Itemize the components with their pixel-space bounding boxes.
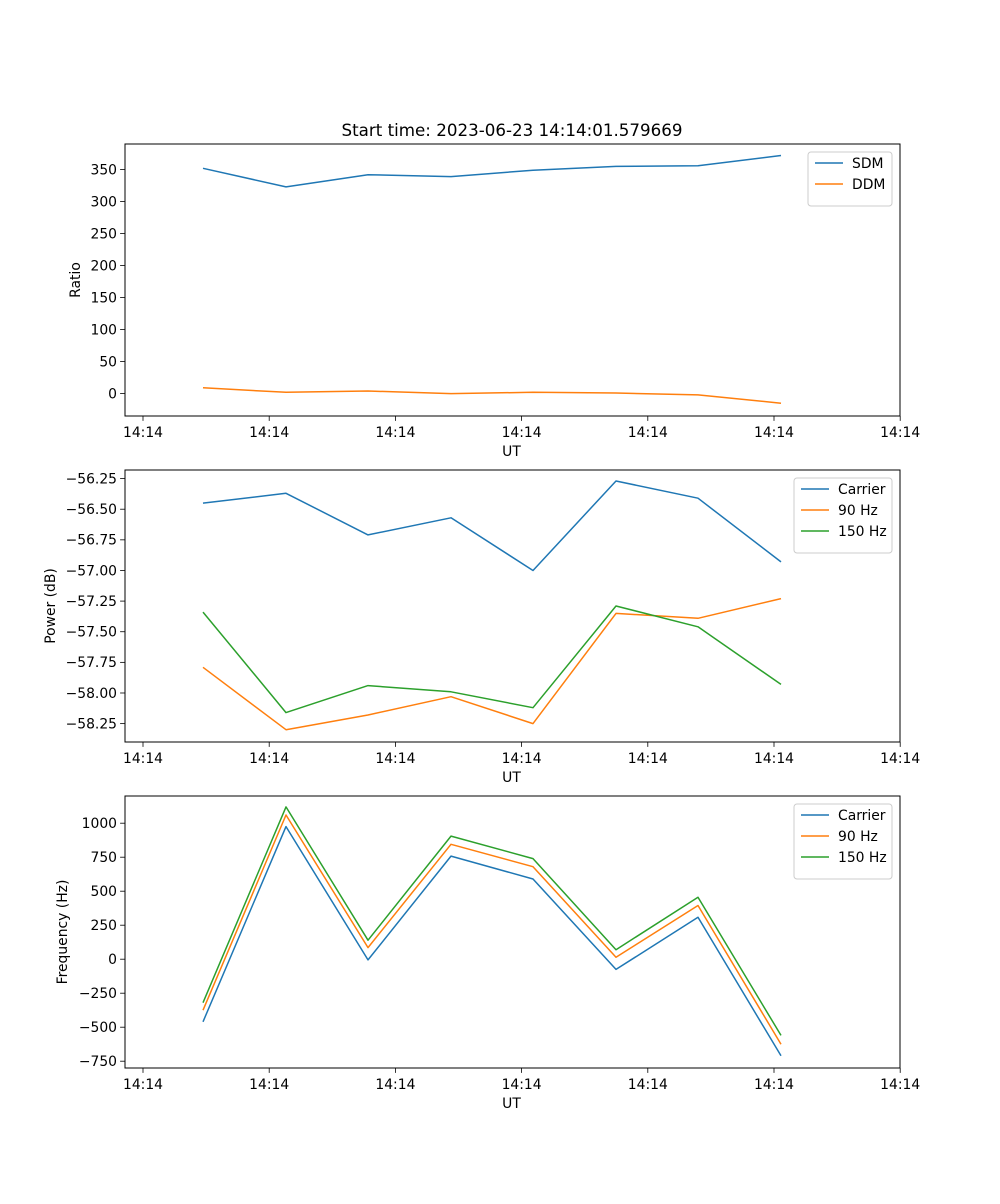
legend: Carrier 90 Hz 150 Hz bbox=[793, 477, 893, 554]
y-tick-label: 250 bbox=[90, 918, 117, 934]
y-tick-label: −56.25 bbox=[66, 471, 117, 487]
x-axis-label: UT bbox=[502, 1096, 521, 1112]
x-tick-label: 14:14 bbox=[123, 425, 163, 441]
x-tick-label: 14:14 bbox=[754, 751, 794, 767]
series-line-sdm bbox=[202, 154, 782, 188]
legend-label: Carrier bbox=[838, 808, 886, 824]
ratio-chart: 0 50 100 150 200 250 300 350 14:14 14:14 14:14 14:1… bbox=[68, 143, 920, 460]
y-tick-label: 0 bbox=[108, 386, 117, 402]
series-line-90-hz bbox=[202, 597, 782, 731]
y-axis-label: Power (dB) bbox=[43, 568, 59, 644]
x-tick-label: 14:14 bbox=[375, 1077, 415, 1093]
series-line-150-hz bbox=[202, 806, 782, 1036]
y-tick-label: −57.75 bbox=[66, 655, 117, 671]
x-tick-label: 14:14 bbox=[628, 1077, 668, 1093]
y-tick-label: 0 bbox=[108, 952, 117, 968]
y-tick-label: 200 bbox=[90, 258, 117, 274]
x-axis-label: UT bbox=[502, 770, 521, 786]
legend: SDM DDM bbox=[807, 151, 893, 207]
x-tick-label: 14:14 bbox=[880, 751, 920, 767]
plot-area bbox=[124, 795, 901, 1069]
y-axis-label: Ratio bbox=[68, 262, 84, 298]
y-tick-label: −57.00 bbox=[66, 563, 117, 579]
y-tick-label: 1000 bbox=[82, 816, 117, 832]
y-tick-label: −56.50 bbox=[66, 502, 117, 518]
x-tick-label: 14:14 bbox=[249, 425, 289, 441]
x-tick-label: 14:14 bbox=[249, 751, 289, 767]
x-tick-label: 14:14 bbox=[754, 425, 794, 441]
y-tick-label: −57.50 bbox=[66, 625, 117, 641]
y-tick-label: 300 bbox=[90, 194, 117, 210]
x-tick-label: 14:14 bbox=[249, 1077, 289, 1093]
y-tick-label: 50 bbox=[99, 354, 117, 370]
legend-box bbox=[807, 151, 893, 207]
legend-box bbox=[793, 477, 893, 554]
x-axis-label: UT bbox=[502, 444, 521, 460]
x-tick-label: 14:14 bbox=[123, 751, 163, 767]
series-line-ddm bbox=[202, 387, 782, 404]
x-tick-label: 14:14 bbox=[502, 751, 542, 767]
power-chart: −58.25 −58.00 −57.75 −57.50 −57.25 −57.00 −56.… bbox=[43, 469, 920, 786]
x-tick-label: 14:14 bbox=[628, 425, 668, 441]
legend-label: 150 Hz bbox=[838, 850, 887, 866]
legend-label: 90 Hz bbox=[838, 829, 878, 845]
y-tick-label: 250 bbox=[90, 226, 117, 242]
x-tick-label: 14:14 bbox=[375, 751, 415, 767]
x-tick-label: 14:14 bbox=[502, 425, 542, 441]
x-tick-label: 14:14 bbox=[880, 425, 920, 441]
legend-label: Carrier bbox=[838, 482, 886, 498]
y-tick-label: −750 bbox=[79, 1054, 117, 1070]
y-tick-label: −57.25 bbox=[66, 594, 117, 610]
y-tick-label: 350 bbox=[90, 162, 117, 178]
x-tick-label: 14:14 bbox=[502, 1077, 542, 1093]
x-tick-label: 14:14 bbox=[754, 1077, 794, 1093]
legend-label: 90 Hz bbox=[838, 503, 878, 519]
plot-area bbox=[124, 469, 901, 743]
frequency-chart: −750 −500 −250 0 250 500 750 1000 14:14 14:14 14:1… bbox=[55, 795, 920, 1112]
legend-label: DDM bbox=[852, 177, 885, 193]
figure-title: Start time: 2023-06-23 14:14:01.579669 bbox=[342, 120, 683, 140]
y-tick-label: 500 bbox=[90, 884, 117, 900]
legend: Carrier 90 Hz 150 Hz bbox=[793, 803, 893, 880]
x-tick-label: 14:14 bbox=[628, 751, 668, 767]
series-line-150-hz bbox=[202, 605, 782, 714]
legend-label: SDM bbox=[852, 156, 884, 172]
series-line-carrier bbox=[202, 480, 782, 572]
legend-box bbox=[793, 803, 893, 880]
x-tick-label: 14:14 bbox=[880, 1077, 920, 1093]
y-tick-label: −58.25 bbox=[66, 716, 117, 732]
y-tick-label: −58.00 bbox=[66, 686, 117, 702]
legend-label: 150 Hz bbox=[838, 524, 887, 540]
y-tick-label: 750 bbox=[90, 850, 117, 866]
y-tick-label: −56.75 bbox=[66, 533, 117, 549]
y-tick-label: 100 bbox=[90, 322, 117, 338]
series-line-90-hz bbox=[202, 814, 782, 1045]
y-tick-label: 150 bbox=[90, 290, 117, 306]
plot-area bbox=[124, 143, 901, 417]
x-tick-label: 14:14 bbox=[375, 425, 415, 441]
y-tick-label: −500 bbox=[79, 1020, 117, 1036]
y-axis-label: Frequency (Hz) bbox=[55, 880, 71, 985]
x-tick-label: 14:14 bbox=[123, 1077, 163, 1093]
y-tick-label: −250 bbox=[79, 986, 117, 1002]
series-line-carrier bbox=[202, 825, 782, 1057]
